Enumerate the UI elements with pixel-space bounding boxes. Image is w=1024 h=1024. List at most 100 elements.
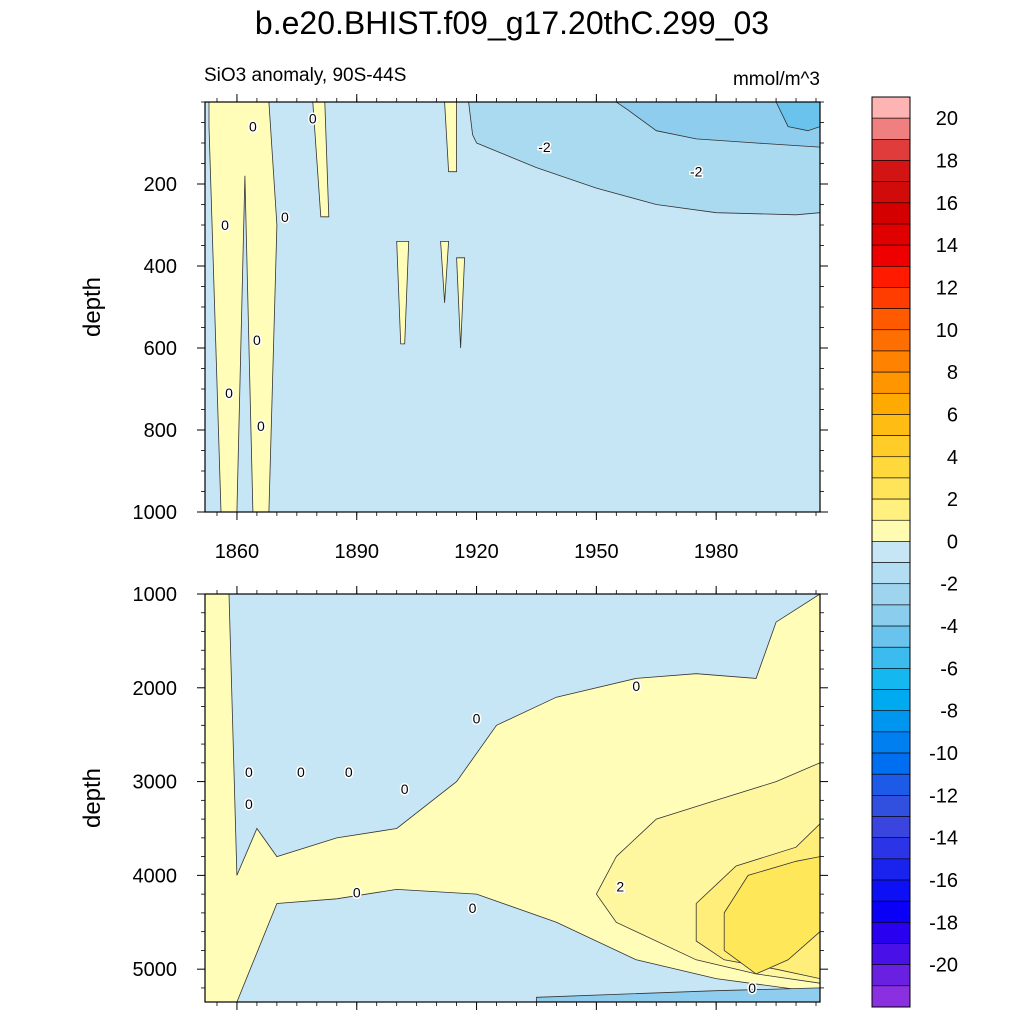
colorbar-label-14: -8: [940, 701, 958, 723]
colorbar-frame: [871, 96, 911, 1008]
colorbar-swatch-19: [871, 498, 911, 521]
lower-ytick-label-0: 1000: [133, 584, 178, 606]
lower-contour-region-3: [723, 856, 820, 975]
colorbar-swatch-10: [871, 308, 911, 331]
upper-contour-label-5: 0: [225, 385, 233, 401]
upper-y-axis-label: depth: [79, 277, 106, 337]
lower-plot-area: 0 0 0 0 0 0 0 0 0 2 0: [205, 594, 820, 1002]
colorbar-swatch-38: [871, 900, 911, 923]
colorbar: 20181614121086420-2-4-6-8-10-12-14-16-18…: [871, 96, 958, 1008]
lower-ytick-label-4: 5000: [133, 959, 178, 981]
lower-ytick-label-1: 2000: [133, 678, 178, 700]
colorbar-swatch-11: [871, 329, 911, 352]
colorbar-swatch-18: [871, 477, 911, 500]
colorbar-swatch-4: [871, 181, 911, 204]
upper-contour-region-6: [440, 240, 450, 303]
colorbar-swatch-41: [871, 964, 911, 987]
lower-contour-label-8: 0: [469, 900, 477, 916]
lower-y-axis-label: depth: [79, 768, 106, 828]
lower-contour-label-3: 0: [245, 796, 253, 812]
upper-panel: 0 0 0 0 0 0 0 -2 -2 1860 1890 1920 1950 1980 200 400 600…: [79, 94, 828, 563]
colorbar-label-6: 8: [947, 362, 958, 384]
colorbar-label-10: 0: [947, 531, 958, 553]
upper-contour-region-2: [775, 102, 820, 132]
colorbar-swatch-3: [871, 160, 911, 182]
colorbar-label-8: 4: [947, 447, 958, 469]
colorbar-label-3: 14: [936, 235, 958, 257]
upper-contour-region-3: [208, 102, 278, 512]
colorbar-swatch-20: [871, 519, 911, 542]
colorbar-label-9: 2: [947, 489, 958, 511]
colorbar-swatch-21: [871, 541, 911, 563]
upper-contour-label-7: -2: [538, 139, 551, 155]
colorbar-swatch-9: [871, 287, 911, 309]
upper-contour-region-5: [396, 240, 410, 345]
chart-title: b.e20.BHIST.f09_g17.20thC.299_03: [255, 5, 769, 41]
colorbar-swatch-13: [871, 371, 911, 394]
lower-contour-label-10: 0: [748, 980, 756, 996]
colorbar-swatch-5: [871, 202, 911, 225]
colorbar-swatch-14: [871, 392, 911, 415]
colorbar-swatch-27: [871, 668, 911, 690]
colorbar-swatch-34: [871, 816, 911, 838]
colorbar-swatch-32: [871, 773, 911, 796]
lower-frame: [204, 593, 821, 1003]
colorbar-swatch-25: [871, 625, 911, 648]
upper-ytick-label-3: 800: [144, 420, 177, 442]
upper-contour-label-4: 0: [253, 332, 261, 348]
upper-xtick-label-4: 1980: [694, 541, 739, 563]
colorbar-swatch-33: [871, 795, 911, 817]
colorbar-swatch-6: [871, 223, 911, 246]
colorbar-swatch-39: [871, 922, 911, 944]
colorbar-label-7: 6: [947, 404, 958, 426]
upper-contour-label-0: 0: [249, 119, 257, 135]
colorbar-swatch-16: [871, 435, 911, 458]
lower-contour-label-2: 0: [345, 764, 353, 780]
upper-ytick-label-0: 200: [144, 174, 177, 196]
upper-contour-label-6: 0: [257, 418, 265, 434]
chart-subtitle-left: SiO3 anomaly, 90S-44S: [204, 65, 406, 86]
colorbar-swatch-23: [871, 583, 911, 606]
upper-xtick-label-2: 1920: [454, 541, 499, 563]
lower-ytick-label-2: 3000: [133, 772, 178, 794]
colorbar-label-4: 12: [936, 277, 958, 299]
colorbar-label-17: -14: [929, 828, 958, 850]
upper-contour-label-3: 0: [281, 209, 289, 225]
colorbar-swatch-8: [871, 266, 911, 288]
lower-contour-label-9: 2: [616, 879, 624, 895]
upper-contour-region-7: [456, 257, 466, 349]
colorbar-label-0: 20: [936, 108, 958, 130]
colorbar-label-1: 18: [936, 150, 958, 172]
lower-ytick-label-3: 4000: [133, 865, 178, 887]
lower-contour-label-4: 0: [401, 781, 409, 797]
colorbar-label-13: -6: [940, 658, 958, 680]
upper-ytick-label-1: 400: [144, 256, 177, 278]
upper-contour-label-1: 0: [309, 110, 317, 126]
lower-contour-region-4: [536, 987, 820, 1002]
upper-ytick-label-4: 1000: [133, 502, 178, 524]
colorbar-swatch-12: [871, 350, 911, 373]
colorbar-swatch-40: [871, 943, 911, 965]
upper-ytick-label-2: 600: [144, 338, 177, 360]
colorbar-swatch-42: [871, 985, 911, 1008]
colorbar-label-2: 16: [936, 193, 958, 215]
upper-contour-region-1: [615, 102, 820, 148]
upper-contour-region-4: [312, 102, 330, 218]
colorbar-swatch-0: [871, 96, 911, 119]
colorbar-swatch-36: [871, 858, 911, 881]
chart-units: mmol/m^3: [733, 69, 820, 90]
colorbar-swatch-17: [871, 456, 911, 479]
upper-contour-label-2: 0: [221, 217, 229, 233]
colorbar-swatch-24: [871, 604, 911, 627]
colorbar-swatch-29: [871, 710, 911, 733]
colorbar-label-11: -2: [940, 574, 958, 596]
colorbar-label-19: -18: [929, 912, 958, 934]
colorbar-swatch-37: [871, 879, 911, 902]
colorbar-label-12: -4: [940, 616, 958, 638]
lower-panel: 0 0 0 0 0 0 0 0 0 2 0 1000 2000 3000 4000 5000 depth: [79, 584, 828, 1010]
colorbar-label-16: -12: [929, 785, 958, 807]
upper-contour-label-8: -2: [690, 164, 703, 180]
upper-xtick-label-3: 1950: [574, 541, 619, 563]
colorbar-swatch-31: [871, 752, 911, 775]
